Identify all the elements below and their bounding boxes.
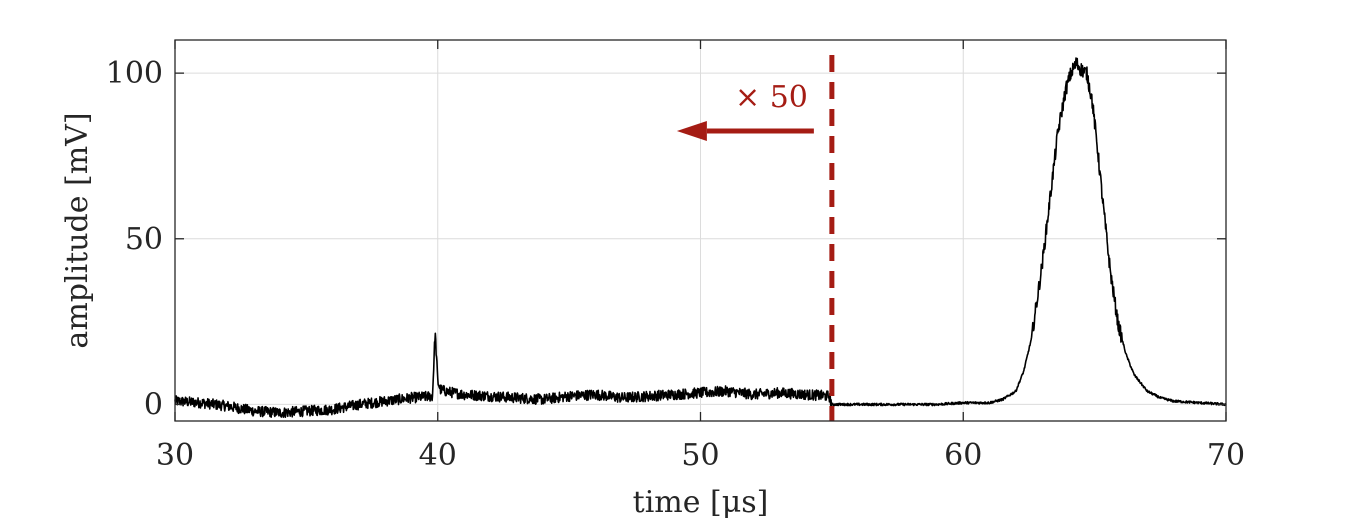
annotation-arrow-head (676, 121, 707, 141)
x-tick-label: 30 (156, 438, 194, 473)
x-tick-label: 50 (681, 438, 719, 473)
series-line (174, 57, 1227, 419)
x-axis-label: time [μs] (633, 485, 769, 520)
ticks: 30 40 50 60 70 0 50 100 (106, 40, 1245, 473)
x-tick-label: 60 (944, 438, 982, 473)
y-tick-label: 100 (106, 56, 163, 91)
plot-area (174, 57, 1227, 419)
grid (175, 40, 1226, 421)
annotation-arrow (676, 121, 814, 141)
y-tick-label: 0 (144, 387, 163, 422)
x-tick-label: 70 (1207, 438, 1245, 473)
x-tick-label: 40 (419, 438, 457, 473)
y-axis-label: amplitude [mV] (60, 112, 95, 348)
y-tick-label: 50 (125, 222, 163, 257)
annotation-label: × 50 (735, 80, 808, 115)
